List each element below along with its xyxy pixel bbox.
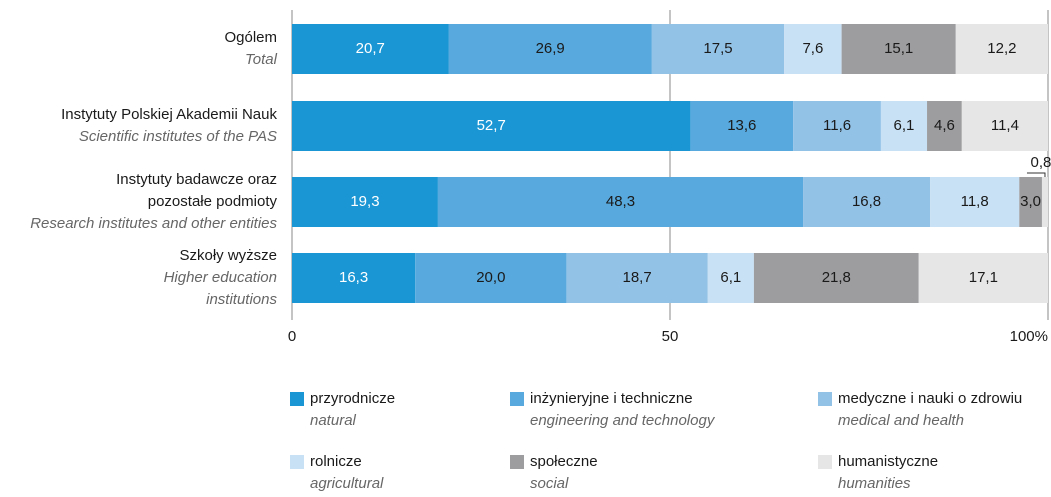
bar-segment — [437, 177, 804, 227]
data-label: 6,1 — [720, 269, 741, 286]
data-label: 11,6 — [823, 117, 851, 134]
bar-segment — [690, 101, 794, 151]
bar-segment — [651, 24, 785, 74]
data-label: 19,3 — [350, 193, 379, 210]
bar-segment — [961, 101, 1048, 151]
data-label: 21,8 — [822, 269, 851, 286]
label-leader — [1026, 172, 1046, 177]
category-label: Ogólem — [224, 29, 277, 46]
data-label: 48,3 — [606, 193, 635, 210]
bar-segment — [292, 101, 691, 151]
category-label-en: Higher education — [164, 269, 277, 286]
data-label: 17,5 — [703, 40, 732, 57]
category-label: Szkoły wyższe — [179, 247, 277, 264]
bar-segment — [803, 177, 931, 227]
bar-segment — [918, 253, 1048, 303]
bar-segment — [753, 253, 919, 303]
bar-segment — [415, 253, 567, 303]
legend-label: humanistyczne — [838, 453, 938, 470]
legend-label: medyczne i nauki o zdrowiu — [838, 390, 1022, 407]
data-label: 20,0 — [476, 269, 505, 286]
x-tick-label: 100% — [1010, 328, 1048, 345]
data-label: 16,3 — [339, 269, 368, 286]
data-label: 18,7 — [623, 269, 652, 286]
data-label: 12,2 — [987, 40, 1016, 57]
bar-segment — [707, 253, 754, 303]
legend-label-en: engineering and technology — [530, 412, 716, 429]
legend-swatch — [290, 455, 304, 469]
legend-swatch — [818, 392, 832, 406]
legend-swatch — [510, 392, 524, 406]
bar-segment — [292, 253, 416, 303]
bar-segment — [841, 24, 956, 74]
legend-swatch — [290, 392, 304, 406]
legend-label: przyrodnicze — [310, 390, 395, 407]
category-label: Instytuty Polskiej Akademii Nauk — [61, 106, 277, 123]
data-label: 7,6 — [802, 40, 823, 57]
category-label-en: institutions — [206, 291, 277, 308]
category-label-en: Total — [245, 51, 278, 68]
data-label: 20,7 — [356, 40, 385, 57]
x-tick-label: 0 — [288, 328, 296, 345]
data-label: 26,9 — [536, 40, 565, 57]
bar-segment — [448, 24, 652, 74]
category-label-en: Research institutes and other entities — [30, 215, 277, 232]
data-label: 11,4 — [991, 117, 1019, 134]
category-label: Instytuty badawcze oraz — [116, 171, 277, 188]
bar-segment — [955, 24, 1048, 74]
bar-segment — [566, 253, 708, 303]
data-label: 17,1 — [969, 269, 998, 286]
legend-label-en: natural — [310, 412, 357, 429]
data-label: 52,7 — [477, 117, 506, 134]
data-label: 13,6 — [727, 117, 756, 134]
bar-segment — [880, 101, 928, 151]
legend-label: inżynieryjne i techniczne — [530, 390, 693, 407]
legend-label: społeczne — [530, 453, 598, 470]
bar-segment — [1041, 177, 1048, 227]
data-label: 6,1 — [894, 117, 915, 134]
data-label: 4,6 — [934, 117, 955, 134]
bar-segment — [793, 101, 881, 151]
legend-swatch — [818, 455, 832, 469]
legend-label-en: humanities — [838, 475, 911, 492]
data-label: 3,0 — [1020, 193, 1041, 210]
category-label: pozostałe podmioty — [148, 193, 278, 210]
data-label: 16,8 — [852, 193, 881, 210]
legend-swatch — [510, 455, 524, 469]
bar-segment — [927, 101, 962, 151]
data-label: 11,8 — [961, 193, 989, 210]
legend-label-en: social — [530, 475, 569, 492]
data-label: 0,8 — [1031, 154, 1051, 171]
legend-label-en: medical and health — [838, 412, 964, 429]
data-label: 15,1 — [884, 40, 913, 57]
bar-segment — [1019, 177, 1042, 227]
bar-segment — [930, 177, 1020, 227]
bar-segment — [292, 177, 438, 227]
legend-label: rolnicze — [310, 453, 362, 470]
category-label-en: Scientific institutes of the PAS — [79, 128, 277, 145]
bar-segment — [784, 24, 842, 74]
legend-label-en: agricultural — [310, 475, 384, 492]
bar-segment — [292, 24, 449, 74]
x-tick-label: 50 — [662, 328, 679, 345]
